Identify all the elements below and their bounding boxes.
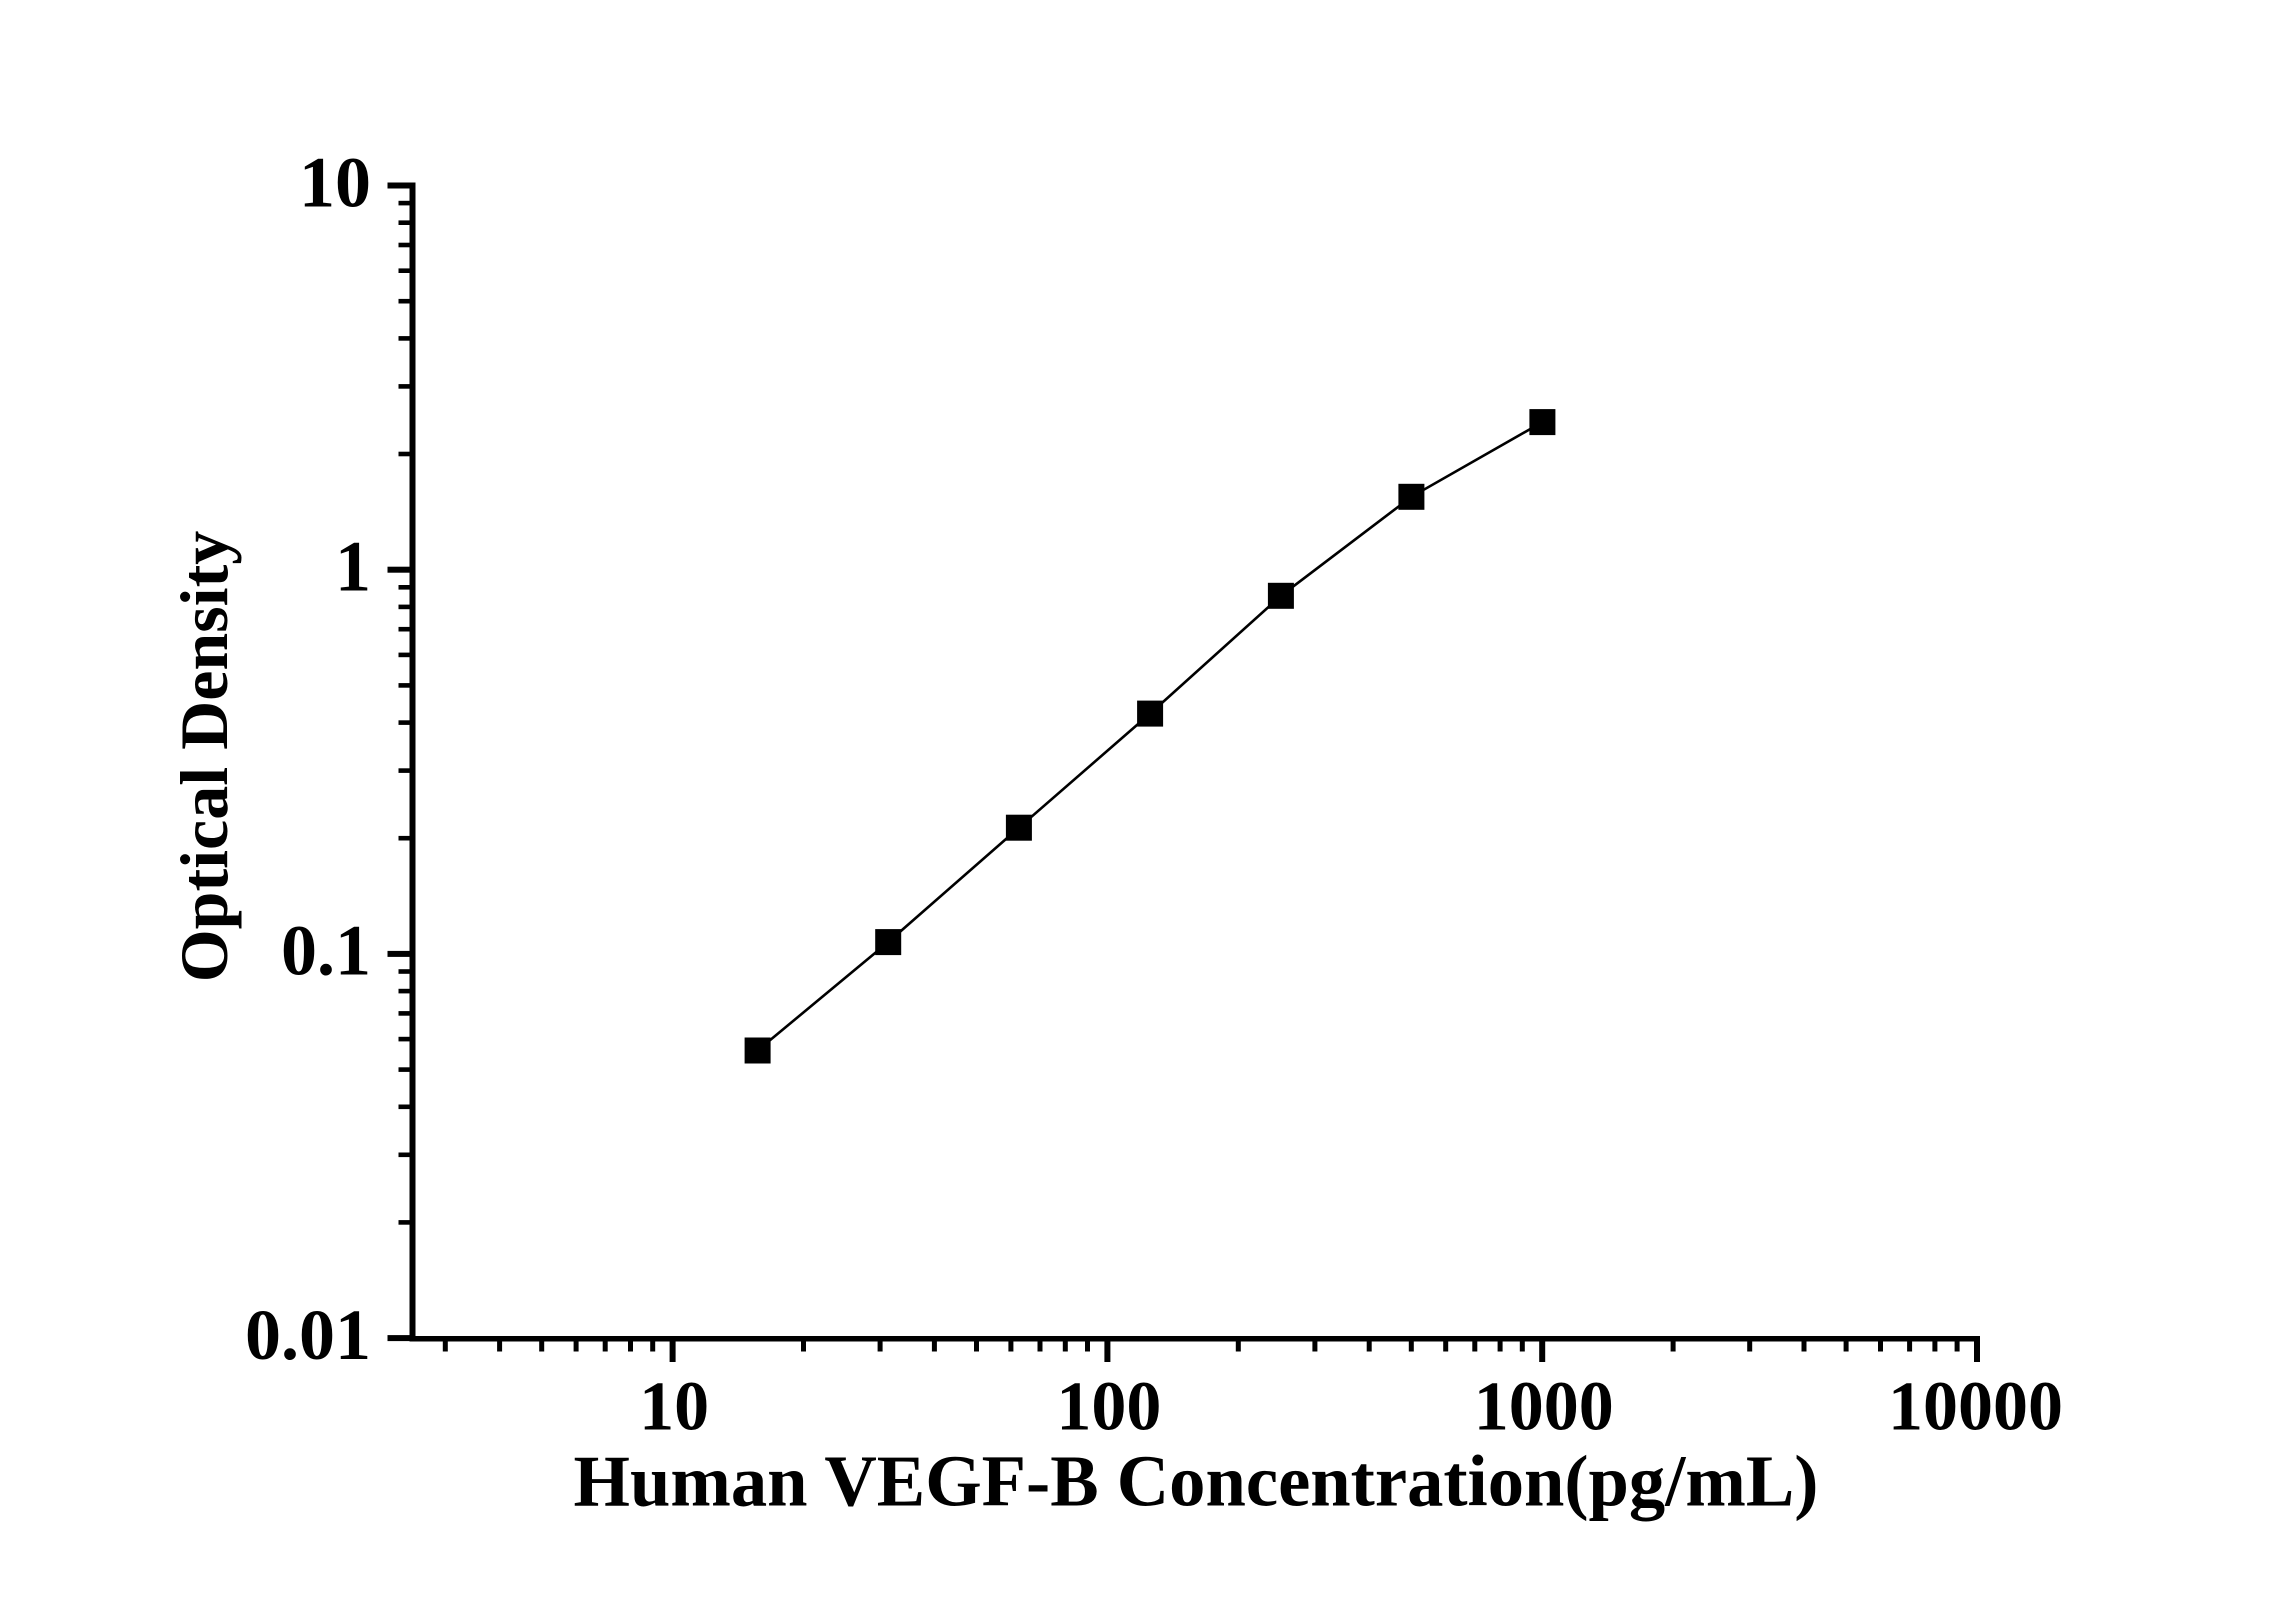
svg-text:Human VEGF-B Concentration(pg/: Human VEGF-B Concentration(pg/mL): [574, 1440, 1819, 1521]
svg-text:0.1: 0.1: [281, 911, 371, 991]
svg-text:1: 1: [335, 527, 371, 607]
svg-text:Optical Density: Optical Density: [166, 531, 242, 982]
svg-text:0.01: 0.01: [245, 1295, 371, 1375]
svg-text:100: 100: [1056, 1368, 1161, 1445]
svg-text:10000: 10000: [1888, 1368, 2063, 1445]
svg-text:10: 10: [299, 142, 371, 222]
svg-text:1000: 1000: [1474, 1368, 1614, 1445]
svg-text:10: 10: [639, 1368, 709, 1445]
